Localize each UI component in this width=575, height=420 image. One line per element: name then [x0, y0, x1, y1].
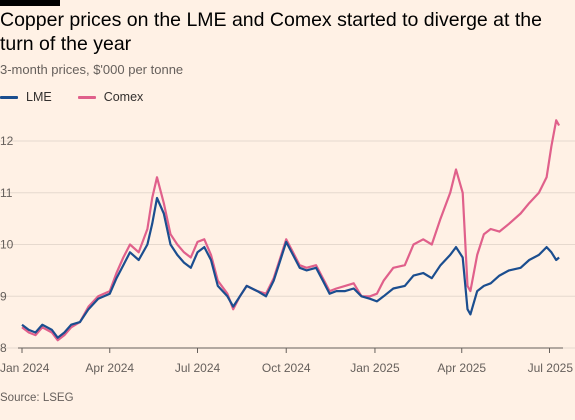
x-tick-label-3: Oct 2024 [262, 361, 311, 375]
legend-label-lme: LME [26, 90, 52, 104]
chart-title: Copper prices on the LME and Comex start… [0, 9, 542, 55]
x-tick-label-6: Jul 2025 [528, 361, 574, 375]
legend-item-comex: Comex [77, 90, 144, 104]
legend-swatch-lme [0, 95, 18, 99]
x-tick-label-2: Jul 2024 [175, 361, 221, 375]
source-note: Source: LSEG [0, 392, 74, 404]
x-tick-label-0: Jan 2024 [0, 361, 50, 375]
legend-swatch-comex [77, 95, 96, 99]
x-tick-label-4: Jan 2025 [350, 361, 400, 375]
x-tick-label-1: Apr 2024 [85, 361, 134, 375]
y-tick-label-9: 9 [0, 289, 7, 303]
y-tick-label-8: 8 [0, 341, 7, 355]
ft-top-bar [0, 0, 60, 6]
y-tick-label-11: 11 [0, 186, 13, 200]
series-line-lme [21, 196, 560, 339]
chart-legend: LME Comex [0, 90, 169, 104]
legend-item-lme: LME [0, 90, 52, 104]
y-tick-label-10: 10 [0, 238, 14, 252]
legend-label-comex: Comex [103, 90, 144, 104]
x-tick-label-5: Apr 2025 [437, 361, 486, 375]
y-tick-label-12: 12 [0, 134, 14, 148]
series-line-comex [21, 119, 561, 342]
chart-subtitle: 3-month prices, $'000 per tonne [0, 62, 184, 77]
